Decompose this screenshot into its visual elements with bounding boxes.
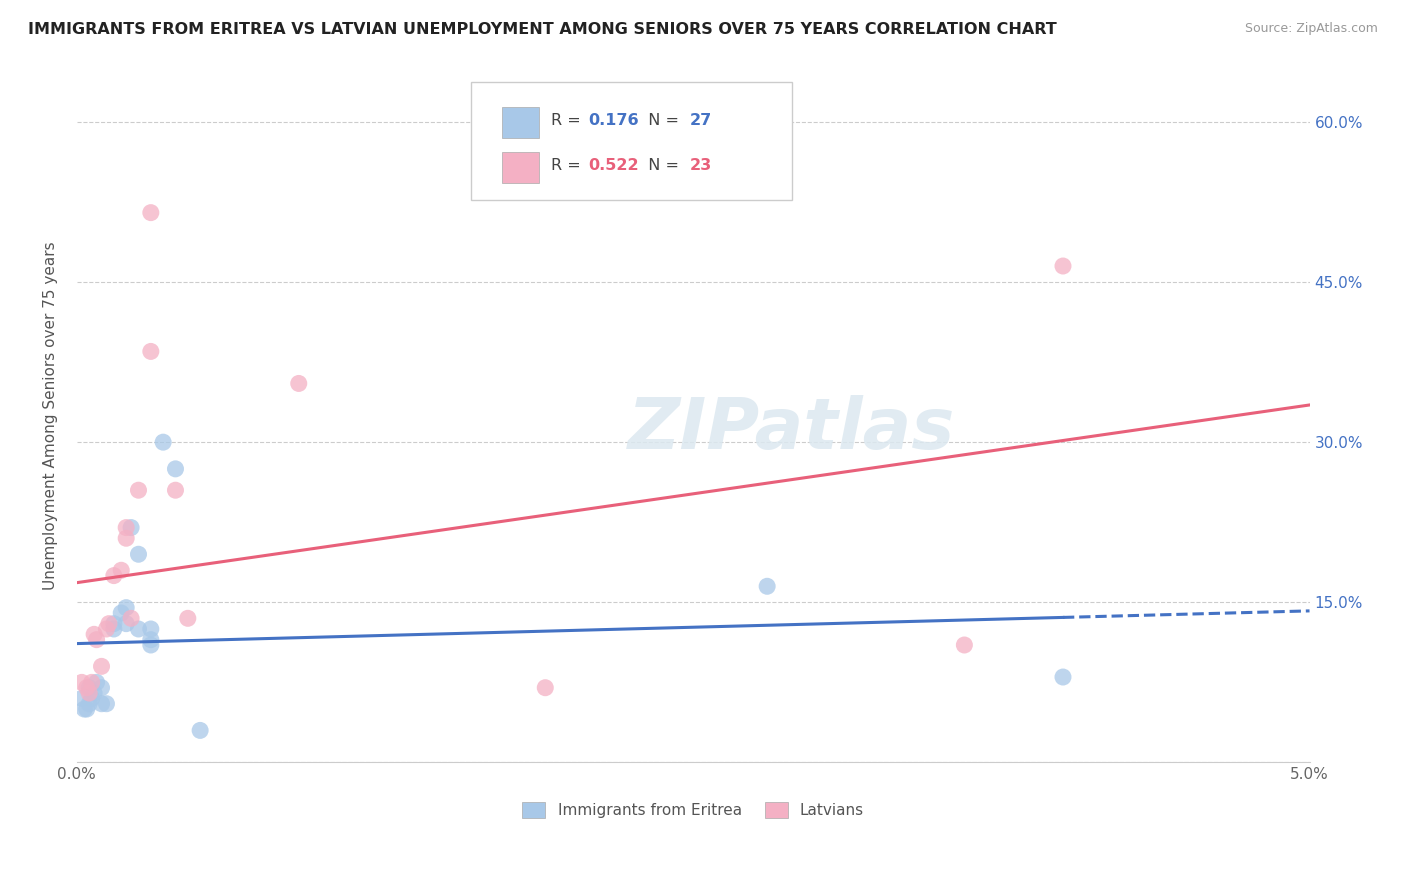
Point (128, 483, 150, 498)
Text: IMMIGRANTS FROM ERITREA VS LATVIAN UNEMPLOYMENT AMONG SENIORS OVER 75 YEARS CORR: IMMIGRANTS FROM ERITREA VS LATVIAN UNEMP… (28, 22, 1057, 37)
FancyBboxPatch shape (471, 82, 792, 201)
Point (756, 579, 779, 593)
Point (165, 483, 187, 498)
Point (534, 681, 557, 695)
Point (287, 376, 309, 391)
Point (103, 568, 125, 582)
Text: ZIPatlas: ZIPatlas (628, 395, 956, 464)
Point (96, 622, 118, 636)
Point (953, 638, 976, 652)
Point (128, 547, 150, 561)
Point (96, 697, 118, 711)
Point (97, 616, 120, 631)
Point (103, 622, 125, 636)
Point (110, 606, 132, 620)
Point (115, 616, 138, 631)
FancyBboxPatch shape (502, 107, 538, 138)
Point (76, 681, 98, 695)
Point (1052, 259, 1074, 273)
Point (120, 611, 142, 625)
Point (139, 622, 162, 636)
Point (139, 344, 162, 359)
Point (152, 435, 174, 450)
Text: 0.176: 0.176 (589, 113, 640, 128)
Point (70, 691, 93, 706)
Text: N =: N = (638, 113, 683, 128)
Text: 0.522: 0.522 (589, 158, 640, 173)
Point (139, 638, 162, 652)
Point (139, 205, 162, 219)
Point (139, 632, 162, 647)
Point (188, 723, 211, 738)
Point (103, 616, 125, 631)
Point (86, 675, 108, 690)
Point (1052, 670, 1074, 684)
Legend: Immigrants from Eritrea, Latvians: Immigrants from Eritrea, Latvians (516, 796, 870, 824)
Point (70, 675, 93, 690)
Point (73, 702, 96, 716)
Point (115, 600, 138, 615)
Point (115, 531, 138, 545)
FancyBboxPatch shape (502, 152, 538, 183)
Text: 23: 23 (689, 158, 711, 173)
Text: R =: R = (551, 158, 586, 173)
Point (90, 697, 112, 711)
Y-axis label: Unemployment Among Seniors over 75 years: Unemployment Among Seniors over 75 years (44, 241, 58, 590)
Point (86, 632, 108, 647)
Point (77, 681, 100, 695)
Point (90, 681, 112, 695)
Point (177, 611, 200, 625)
Point (83, 627, 105, 641)
Point (76, 702, 98, 716)
Point (83, 686, 105, 700)
Text: 27: 27 (689, 113, 711, 128)
Text: R =: R = (551, 113, 586, 128)
Point (77, 686, 100, 700)
Point (165, 462, 187, 476)
Point (128, 622, 150, 636)
Text: N =: N = (638, 158, 683, 173)
Point (77, 697, 100, 711)
Point (80, 675, 103, 690)
Text: Source: ZipAtlas.com: Source: ZipAtlas.com (1244, 22, 1378, 36)
Point (120, 520, 142, 534)
Point (90, 659, 112, 673)
Point (115, 520, 138, 534)
Point (80, 691, 103, 706)
Point (110, 563, 132, 577)
